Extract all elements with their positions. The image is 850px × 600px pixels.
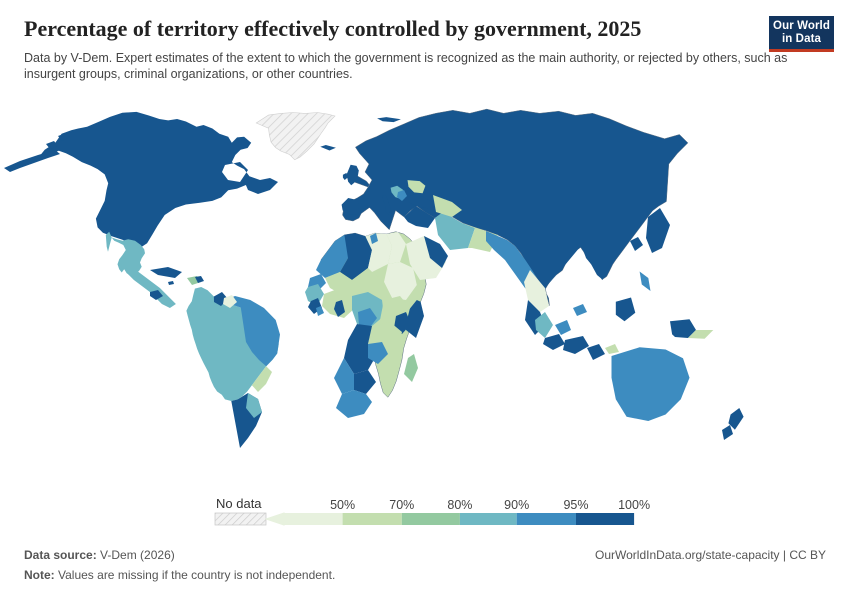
svg-text:50%: 50% xyxy=(330,498,355,512)
svg-text:80%: 80% xyxy=(447,498,472,512)
svg-text:95%: 95% xyxy=(563,498,588,512)
svg-text:100%: 100% xyxy=(618,498,650,512)
svg-text:70%: 70% xyxy=(389,498,414,512)
svg-text:90%: 90% xyxy=(504,498,529,512)
